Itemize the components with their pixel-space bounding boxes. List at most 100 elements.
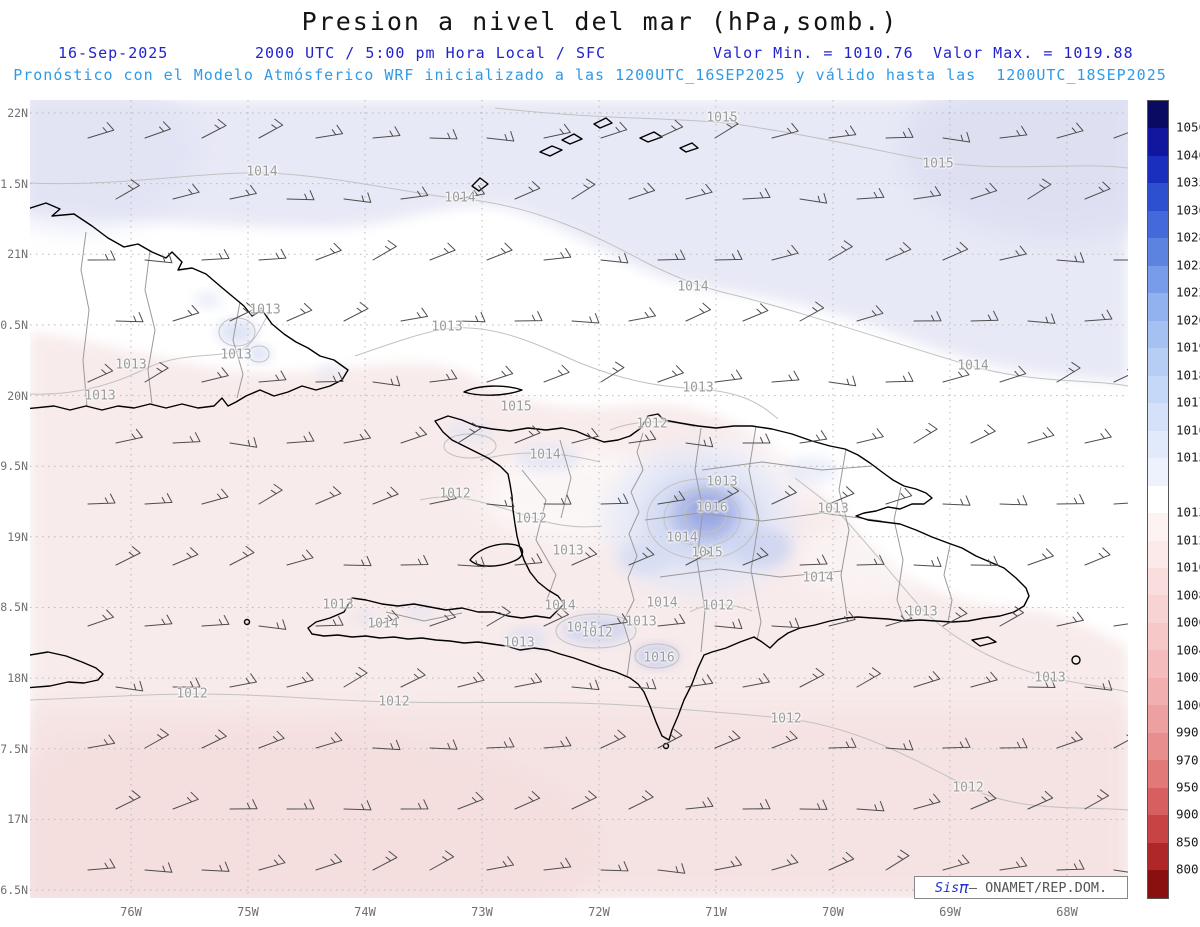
colorbar-label-1050: 1050: [1176, 119, 1200, 135]
y-tick-17N: 17N: [7, 812, 28, 827]
inagua-island: [471, 177, 489, 192]
colorbar-label-1020: 1020: [1176, 312, 1200, 328]
colorbar-segment: [1148, 732, 1168, 761]
isobar-label: 1012: [378, 694, 410, 710]
colorbar-segment: [1148, 787, 1168, 816]
isobar-label: 1014: [666, 530, 698, 546]
colorbar-label-1040: 1040: [1176, 147, 1200, 163]
isobar-label: 1015: [706, 110, 738, 126]
colorbar-segment: [1148, 595, 1168, 623]
colorbar-segment: [1148, 622, 1168, 651]
colorbar-label-1000: 1000: [1176, 697, 1200, 713]
hispaniola-coastline: [307, 413, 1030, 741]
colorbar-label-1013: 1013: [1176, 504, 1200, 520]
colorbar-segment: [1148, 265, 1168, 294]
y-tick-0.5N: 0.5N: [0, 317, 28, 332]
colorbar-segment: [1148, 293, 1168, 321]
colorbar-label-1002: 1002: [1176, 669, 1200, 685]
gonave-island: [469, 543, 524, 567]
colorbar-label-800: 800: [1176, 861, 1199, 877]
isobar-label: 1013: [1034, 670, 1066, 686]
colorbar-label-1030: 1030: [1176, 202, 1200, 218]
colorbar-label-1025: 1025: [1176, 257, 1200, 273]
forecast-date: 16-Sep-2025: [58, 44, 169, 62]
isobar-label: 1013: [706, 474, 738, 490]
isobar-label: 1014: [444, 190, 476, 206]
colorbar-label-1015: 1015: [1176, 449, 1200, 465]
page-title: Presion a nivel del mar (hPa,somb.): [301, 7, 899, 36]
colorbar-label-950: 950: [1176, 779, 1199, 795]
isobar-label: 1013: [552, 543, 584, 559]
colorbar-segment: [1148, 870, 1168, 898]
isobar-label: 1012: [770, 711, 802, 727]
colorbar-segment: [1148, 760, 1168, 788]
isobar-label: 1014: [957, 358, 989, 374]
admin-borders: [80, 231, 953, 678]
isobar-label: 1014: [367, 616, 399, 632]
colorbar-segment: [1148, 567, 1168, 596]
isobar-label: 1013: [431, 319, 463, 335]
colorbar-segment: [1148, 238, 1168, 266]
colorbar-label-850: 850: [1176, 834, 1199, 850]
x-tick-71W: 71W: [705, 905, 727, 919]
saona-island: [971, 636, 997, 647]
x-tick-68W: 68W: [1056, 905, 1078, 919]
turks-caicos-islands: [539, 117, 699, 157]
y-tick-19N: 19N: [7, 529, 28, 544]
y-tick-20N: 20N: [7, 388, 28, 403]
isobar-label: 1014: [246, 164, 278, 180]
isobar-label: 1012: [581, 625, 613, 641]
max-value-label: Valor Max. = 1019.88: [933, 44, 1134, 62]
watermark-org-label: – ONAMET/REP.DOM.: [968, 879, 1108, 896]
y-tick-21N: 21N: [7, 247, 28, 262]
colorbar-segment: [1148, 348, 1168, 376]
colorbar-segment: [1148, 210, 1168, 239]
isobar-label: 1013: [906, 604, 938, 620]
colorbar-label-1012: 1012: [1176, 532, 1200, 548]
isobar-label: 1013: [503, 635, 535, 651]
x-tick-75W: 75W: [237, 905, 259, 919]
jamaica-coastline: [30, 651, 104, 689]
model-info-line: Pronóstico con el Modelo Atmósferico WRF…: [13, 66, 1167, 84]
x-tick-72W: 72W: [588, 905, 610, 919]
colorbar-label-1018: 1018: [1176, 367, 1200, 383]
colorbar-label-970: 970: [1176, 752, 1199, 768]
colorbar-label-1006: 1006: [1176, 614, 1200, 630]
colorbar-segment: [1148, 513, 1168, 541]
colorbar-label-1022: 1022: [1176, 284, 1200, 300]
forecast-valid-time: 2000 UTC / 5:00 pm Hora Local / SFC: [255, 44, 607, 62]
isobar-label: 1014: [544, 598, 576, 614]
colorbar-segment: [1148, 705, 1168, 733]
colorbar-label-1008: 1008: [1176, 587, 1200, 603]
isobar-label: 1013: [84, 388, 116, 404]
isobar-label: 1014: [646, 595, 678, 611]
colorbar-segment: [1148, 155, 1168, 184]
isobar-label: 1016: [643, 650, 675, 666]
y-tick-22N: 22N: [7, 106, 28, 120]
isobar-label: 1013: [322, 597, 354, 613]
y-tick-6.5N: 6.5N: [0, 883, 28, 898]
colorbar-segment: [1148, 540, 1168, 568]
colorbar-segment: [1148, 650, 1168, 678]
colorbar-label-1017: 1017: [1176, 394, 1200, 410]
min-value-label: Valor Min. = 1010.76: [713, 44, 914, 62]
isobar-label: 1012: [702, 598, 734, 614]
watermark: Sis π – ONAMET/REP.DOM.: [914, 876, 1128, 899]
colorbar-label-1019: 1019: [1176, 339, 1200, 355]
colorbar-segment: [1148, 375, 1168, 404]
isobar-label: 1013: [817, 501, 849, 517]
isobar-label: 1014: [802, 570, 834, 586]
tortuga-island: [463, 385, 523, 396]
isobar-label: 1016: [696, 500, 728, 516]
colorbar-segment: [1148, 458, 1168, 486]
watermark-sis-label: Sis: [934, 879, 960, 896]
colorbar-segment: [1148, 183, 1168, 211]
isobar-label: 1012: [515, 511, 547, 527]
colorbar-segment: [1148, 128, 1168, 156]
isobar-contours: [30, 107, 1128, 811]
y-tick-7.5N: 7.5N: [0, 741, 28, 756]
colorbar-label-1028: 1028: [1176, 229, 1200, 245]
pressure-shading: [30, 100, 1128, 898]
